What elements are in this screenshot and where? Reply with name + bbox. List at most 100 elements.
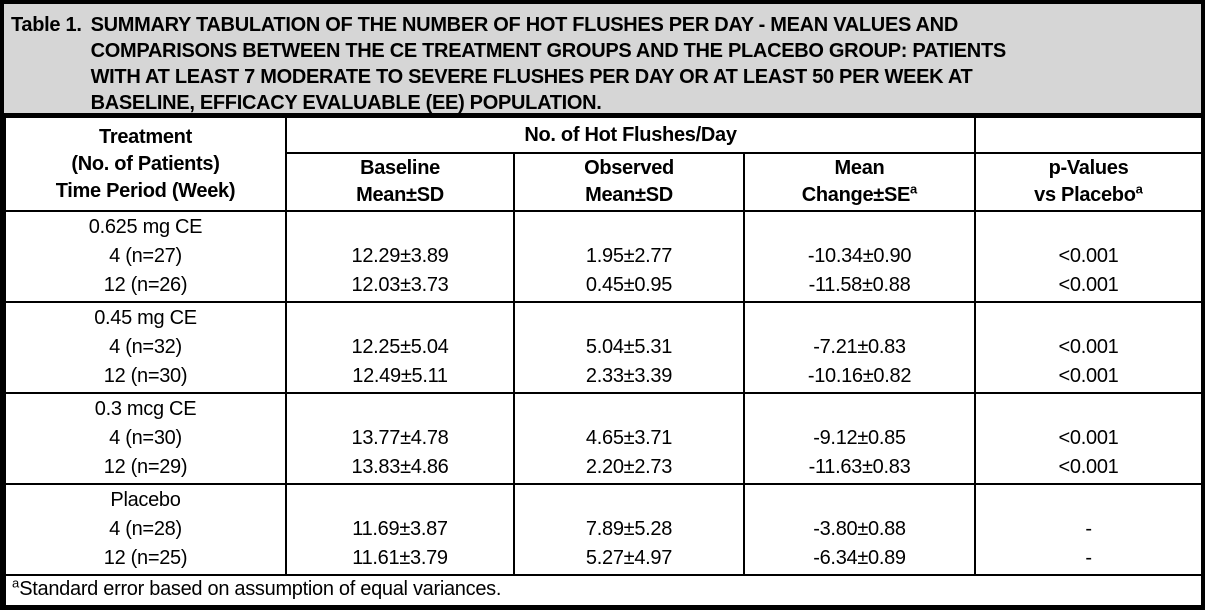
blank-line — [287, 395, 513, 424]
footnote-marker: a — [12, 575, 20, 591]
group-row-045mg: 0.45 mg CE 4 (n=32) 12 (n=30) 12.25±5.04… — [4, 301, 1201, 394]
cell-baseline: 13.77±4.78 13.83±4.86 — [285, 392, 515, 485]
header-treatment-line: Treatment — [99, 125, 192, 148]
observed-value: 5.27±4.97 — [585, 547, 673, 569]
blank-line — [515, 213, 743, 242]
header-baseline-line: Mean±SD — [356, 184, 444, 206]
cell-treatment: 0.45 mg CE 4 (n=32) 12 (n=30) — [4, 301, 287, 394]
blank-line — [976, 213, 1201, 242]
header-treatment-line: Time Period (Week) — [55, 179, 236, 202]
table-title-line: SUMMARY TABULATION OF THE NUMBER OF HOT … — [90, 14, 959, 36]
p-value: <0.001 — [1058, 245, 1119, 267]
header-pvalues: p-Values vs Placeboa — [974, 152, 1201, 212]
header-row-top: Treatment (No. of Patients) Time Period … — [4, 116, 1201, 212]
p-value: - — [1085, 547, 1092, 569]
blank-line — [745, 213, 974, 242]
time-period: 12 (n=26) — [103, 274, 188, 296]
footnote-marker: a — [1135, 181, 1143, 197]
mean-change-value: -6.34±0.89 — [813, 547, 906, 569]
observed-value: 4.65±3.71 — [585, 427, 673, 449]
observed-value: 0.45±0.95 — [585, 274, 673, 296]
cell-pvalue: <0.001 <0.001 — [974, 210, 1201, 303]
time-period: 12 (n=25) — [103, 547, 188, 569]
header-treatment-line: (No. of Patients) — [71, 152, 220, 175]
group-name: 0.3 mcg CE — [94, 398, 197, 420]
cell-mean-change: -9.12±0.85 -11.63±0.83 — [743, 392, 976, 485]
baseline-value: 13.77±4.78 — [351, 427, 449, 449]
blank-line — [515, 304, 743, 333]
blank-line — [745, 486, 974, 515]
blank-line — [515, 395, 743, 424]
cell-treatment: 0.625 mg CE 4 (n=27) 12 (n=26) — [4, 210, 287, 303]
mean-change-value: -10.16±0.82 — [807, 365, 912, 387]
cell-pvalue: <0.001 <0.001 — [974, 301, 1201, 394]
header-observed: Observed Mean±SD — [513, 152, 745, 212]
header-baseline-line: Baseline — [360, 157, 440, 179]
header-row-sub: Baseline Mean±SD Observed Mean±SD Mean C… — [5, 152, 1201, 212]
group-row-0625mg: 0.625 mg CE 4 (n=27) 12 (n=26) 12.29±3.8… — [4, 210, 1201, 303]
header-pvalues-line: vs Placeboa — [976, 182, 1201, 209]
mean-change-value: -3.80±0.88 — [813, 518, 906, 540]
p-value: <0.001 — [1058, 274, 1119, 296]
cell-baseline: 12.29±3.89 12.03±3.73 — [285, 210, 515, 303]
cell-observed: 7.89±5.28 5.27±4.97 — [513, 483, 745, 576]
p-value: <0.001 — [1058, 365, 1119, 387]
cell-baseline: 12.25±5.04 12.49±5.11 — [285, 301, 515, 394]
header-treatment: Treatment (No. of Patients) Time Period … — [4, 116, 287, 212]
p-value: <0.001 — [1058, 456, 1119, 478]
group-name: Placebo — [110, 489, 181, 511]
group-name: 0.625 mg CE — [88, 216, 203, 238]
blank-line — [287, 213, 513, 242]
observed-value: 2.33±3.39 — [585, 365, 673, 387]
blank-line — [976, 395, 1201, 424]
time-period: 4 (n=32) — [109, 336, 182, 358]
header-baseline: Baseline Mean±SD — [285, 152, 515, 212]
group-name: 0.45 mg CE — [94, 307, 197, 329]
p-value: - — [1085, 518, 1092, 540]
cell-observed: 5.04±5.31 2.33±3.39 — [513, 301, 745, 394]
group-row-placebo: Placebo 4 (n=28) 12 (n=25) 11.69±3.87 11… — [4, 483, 1201, 576]
blank-line — [976, 304, 1201, 333]
baseline-value: 12.03±3.73 — [351, 274, 449, 296]
cell-pvalue: - - — [974, 483, 1201, 576]
cell-pvalue: <0.001 <0.001 — [974, 392, 1201, 485]
table-title-text: SUMMARY TABULATION OF THE NUMBER OF HOT … — [90, 12, 1007, 116]
footnote-row: aStandard error based on assumption of e… — [4, 574, 1201, 606]
mean-change-value: -11.63±0.83 — [808, 456, 911, 478]
table-header: Treatment (No. of Patients) Time Period … — [4, 116, 1201, 212]
cell-baseline: 11.69±3.87 11.61±3.79 — [285, 483, 515, 576]
baseline-value: 11.61±3.79 — [352, 547, 448, 569]
blank-line — [287, 304, 513, 333]
header-mean-change-text: Change±SE — [801, 184, 911, 206]
cell-mean-change: -10.34±0.90 -11.58±0.88 — [743, 210, 976, 303]
table-title: Table 1. SUMMARY TABULATION OF THE NUMBE… — [4, 4, 1201, 116]
baseline-value: 11.69±3.87 — [352, 518, 448, 540]
header-hot-flushes-span: No. of Hot Flushes/Day — [285, 116, 976, 154]
header-mean-change-line: Mean — [834, 157, 885, 179]
blank-line — [287, 486, 513, 515]
table-title-line: WITH AT LEAST 7 MODERATE TO SEVERE FLUSH… — [90, 66, 973, 88]
blank-line — [515, 486, 743, 515]
baseline-value: 12.29±3.89 — [351, 245, 449, 267]
header-observed-line: Observed — [584, 157, 674, 179]
cell-mean-change: -7.21±0.83 -10.16±0.82 — [743, 301, 976, 394]
mean-change-value: -11.58±0.88 — [808, 274, 911, 296]
group-row-03mcg: 0.3 mcg CE 4 (n=30) 12 (n=29) 13.77±4.78… — [4, 392, 1201, 485]
table-title-line: BASELINE, EFFICACY EVALUABLE (EE) POPULA… — [90, 92, 602, 114]
header-empty-cell — [974, 116, 1201, 154]
footnote-marker: a — [910, 181, 918, 197]
observed-value: 1.95±2.77 — [585, 245, 673, 267]
blank-line — [745, 304, 974, 333]
mean-change-value: -7.21±0.83 — [813, 336, 906, 358]
blank-line — [976, 486, 1201, 515]
time-period: 4 (n=28) — [109, 518, 182, 540]
footnote-text: Standard error based on assumption of eq… — [19, 578, 502, 600]
header-mean-change: Mean Change±SEa — [743, 152, 976, 212]
blank-line — [745, 395, 974, 424]
header-observed-line: Mean±SD — [585, 184, 673, 206]
cell-treatment: 0.3 mcg CE 4 (n=30) 12 (n=29) — [4, 392, 287, 485]
header-pvalues-text: vs Placebo — [1034, 184, 1136, 206]
table-footer: aStandard error based on assumption of e… — [4, 574, 1201, 606]
observed-value: 7.89±5.28 — [585, 518, 673, 540]
